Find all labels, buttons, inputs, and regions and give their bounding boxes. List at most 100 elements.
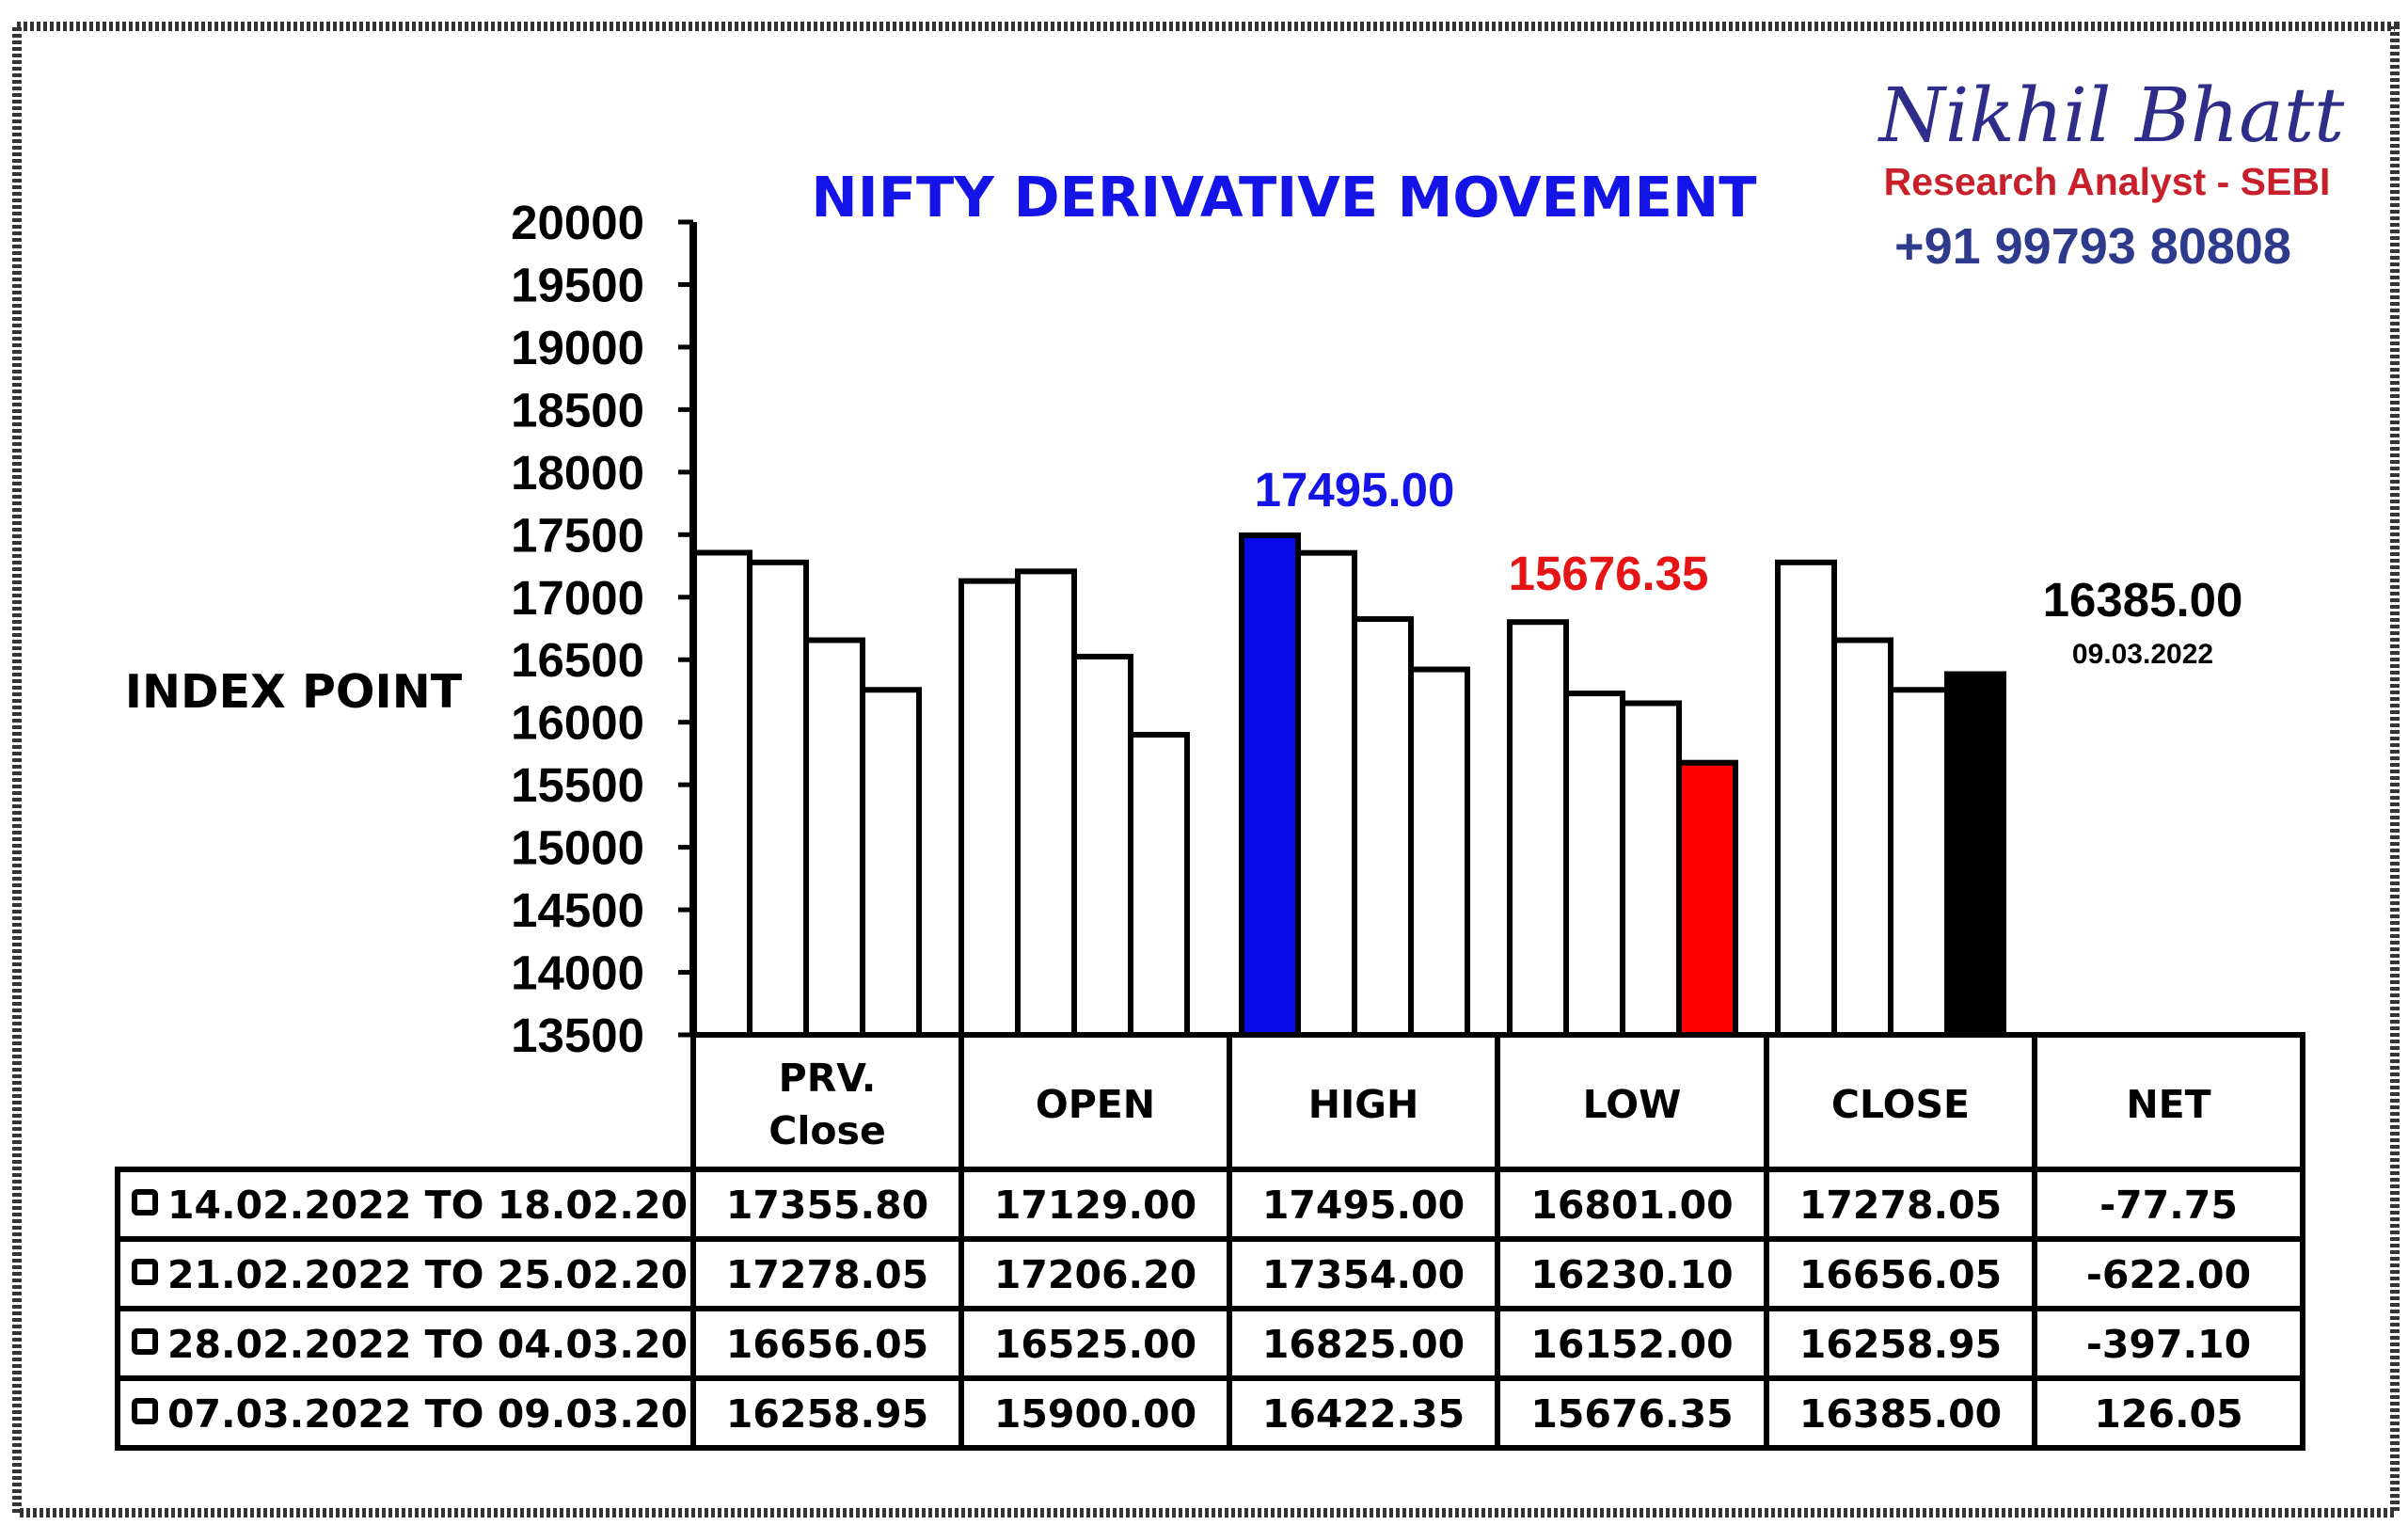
table-value: 16825.00 xyxy=(1262,1322,1465,1367)
bar-prv-close-series-3 xyxy=(803,637,865,1038)
bar-open-series-1 xyxy=(958,578,1021,1038)
y-tick-label: 19500 xyxy=(511,258,644,311)
table-header-prv-close: PRV. Close xyxy=(768,1056,886,1153)
table-value: 16230.10 xyxy=(1530,1252,1733,1297)
table-period-cell xyxy=(115,1306,696,1381)
table-header-cell xyxy=(958,1032,1232,1172)
table-value: 17354.00 xyxy=(1262,1252,1465,1297)
table-value: 15676.35 xyxy=(1530,1391,1733,1437)
bar-low-series-1 xyxy=(1507,619,1569,1039)
table-period-label: 28.02.2022 TO 04.03.2022 xyxy=(167,1322,741,1367)
callout-date-close: 09.03.2022 xyxy=(2072,639,2213,670)
table-value: 126.05 xyxy=(2094,1391,2242,1437)
y-tick-labels: 20000 19500 19000 18500 18000 17500 17000 16500… xyxy=(511,196,644,1062)
table-header-low: LOW xyxy=(1583,1082,1682,1127)
table-value: 16258.95 xyxy=(1799,1322,2002,1367)
y-tick-label: 17000 xyxy=(511,571,644,625)
chart-title: NIFTY DERIVATIVE MOVEMENT xyxy=(811,165,1756,230)
bar-high-series-2 xyxy=(1295,549,1357,1038)
bar-low-series-3 xyxy=(1620,700,1682,1038)
table-cell xyxy=(2032,1306,2305,1381)
table-cell xyxy=(1227,1375,1500,1451)
table-period-label: 07.03.2022 TO 09.03.2022 xyxy=(167,1391,741,1437)
table-value: 16385.00 xyxy=(1799,1391,2002,1437)
bar-high-series-4 xyxy=(1408,666,1470,1038)
table-header-net: NET xyxy=(2126,1082,2210,1127)
y-tick-label: 18500 xyxy=(511,383,644,437)
bar-close-series-1 xyxy=(1775,559,1837,1039)
table-value: 17278.05 xyxy=(1799,1183,2002,1228)
y-tick-label: 14500 xyxy=(511,883,644,937)
y-tick-label: 20000 xyxy=(511,196,644,249)
table-cell xyxy=(2032,1375,2305,1451)
bar-low-series-2 xyxy=(1563,691,1625,1038)
y-axis xyxy=(678,219,697,1038)
callout-value-low: 15676.35 xyxy=(1509,547,1709,600)
table-cell xyxy=(1764,1236,2037,1311)
legend-square-icon xyxy=(132,1189,158,1215)
table-value: -622.00 xyxy=(2086,1252,2251,1297)
table-cell xyxy=(1495,1375,1769,1451)
table-value: 17129.00 xyxy=(994,1183,1196,1228)
table-value: 17355.80 xyxy=(726,1183,928,1228)
bars xyxy=(690,532,2006,1039)
y-tick-label: 16000 xyxy=(511,696,644,750)
table-header-high: HIGH xyxy=(1308,1082,1419,1127)
author-name: Nikhil Bhatt xyxy=(1877,71,2345,159)
y-tick-label: 19000 xyxy=(511,321,644,374)
table-value: 17206.20 xyxy=(994,1252,1196,1297)
table-value: 16525.00 xyxy=(994,1322,1196,1367)
y-tick-label: 13500 xyxy=(511,1009,644,1062)
author-role: Research Analyst - SEBI xyxy=(1884,160,2331,203)
table-header-cell xyxy=(1764,1032,2037,1172)
table-period-label: 14.02.2022 TO 18.02.2022 xyxy=(167,1183,741,1228)
bar-close-series-4 xyxy=(1944,671,2006,1038)
table-cell xyxy=(1495,1167,1769,1242)
table-header-close: CLOSE xyxy=(1831,1082,1970,1127)
callouts: 17495.00 15676.35 16385.00 09.03.2022 xyxy=(1255,463,2243,670)
table-period-cell xyxy=(115,1236,696,1311)
bar-open-series-3 xyxy=(1071,653,1133,1039)
table-cell xyxy=(1764,1167,2037,1242)
table-value: -397.10 xyxy=(2086,1322,2251,1367)
table-value: 16656.05 xyxy=(1799,1252,2002,1297)
y-tick-label: 15000 xyxy=(511,821,644,875)
bar-open-series-2 xyxy=(1015,568,1077,1038)
table-header-cell xyxy=(690,1032,964,1172)
table-value: 16656.05 xyxy=(726,1322,928,1367)
table-header-open: OPEN xyxy=(1036,1082,1155,1127)
table-value: 17278.05 xyxy=(726,1252,928,1297)
bar-high-series-1 xyxy=(1239,532,1301,1038)
bar-high-series-3 xyxy=(1352,616,1414,1038)
bar-prv-close-series-2 xyxy=(747,559,809,1039)
table-value: 16258.95 xyxy=(726,1391,928,1437)
legend-square-icon xyxy=(132,1259,158,1285)
callout-value-close: 16385.00 xyxy=(2043,573,2243,627)
bar-close-series-2 xyxy=(1831,637,1893,1038)
legend-square-icon xyxy=(132,1398,158,1424)
y-tick-label: 18000 xyxy=(511,446,644,500)
bar-prv-close-series-4 xyxy=(860,687,922,1038)
table-cell xyxy=(1227,1236,1500,1311)
y-tick-label: 15500 xyxy=(511,758,644,812)
table-value: 17495.00 xyxy=(1262,1183,1465,1228)
table-cell xyxy=(2032,1167,2305,1242)
y-tick-label: 14000 xyxy=(511,946,644,1000)
data-table: PRV. Close OPEN HIGH LOW CLOSE NET 14.02.2022 T… xyxy=(115,1032,2305,1451)
bar-close-series-3 xyxy=(1888,687,1950,1038)
table-value: -77.75 xyxy=(2099,1183,2238,1228)
y-tick-label: 16500 xyxy=(511,633,644,687)
bar-prv-close-series-1 xyxy=(690,549,752,1038)
callout-value-high: 17495.00 xyxy=(1255,463,1455,516)
table-cell xyxy=(690,1167,964,1242)
table-cell xyxy=(958,1306,1232,1381)
bar-open-series-4 xyxy=(1128,731,1190,1038)
table-value: 15900.00 xyxy=(994,1391,1196,1437)
outer-frame xyxy=(12,22,2400,1517)
legend-square-icon xyxy=(132,1328,158,1355)
y-axis-label: INDEX POINT xyxy=(125,665,463,719)
table-value: 16422.35 xyxy=(1262,1391,1465,1437)
table-value: 16152.00 xyxy=(1530,1322,1733,1367)
table-cell xyxy=(2032,1236,2305,1311)
